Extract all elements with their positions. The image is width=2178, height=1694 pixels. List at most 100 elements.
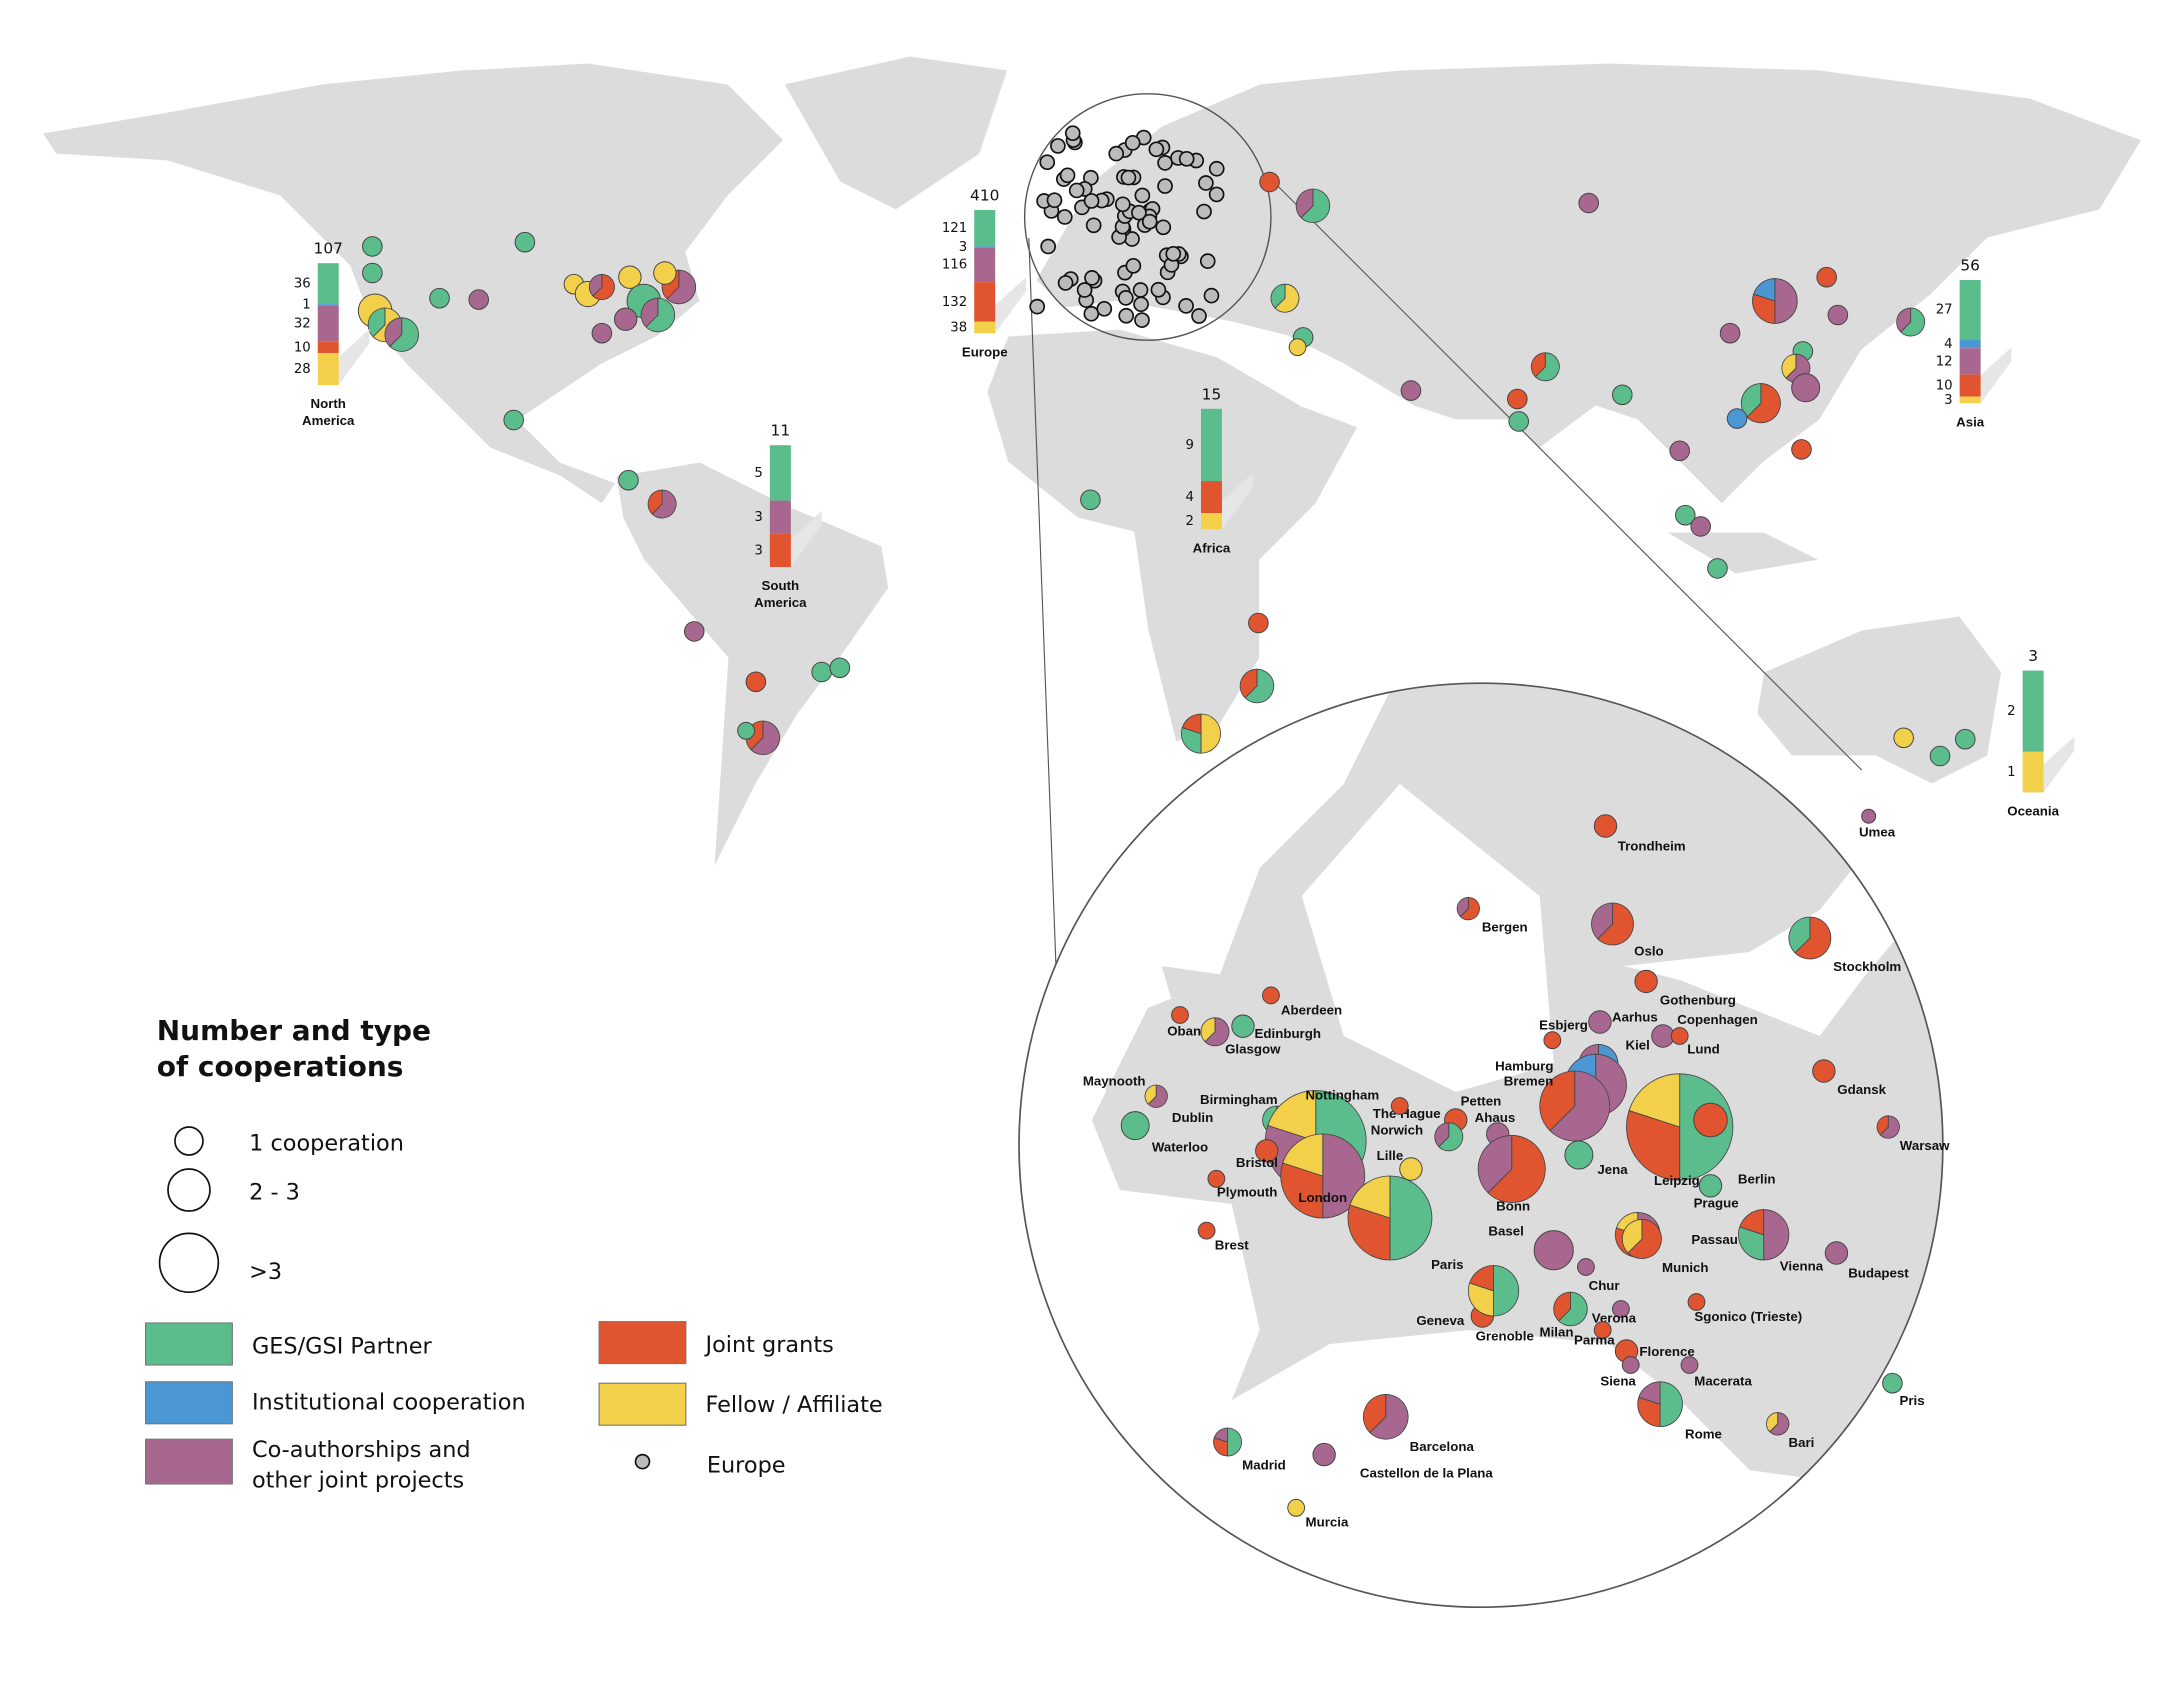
segment-label: 10	[294, 340, 311, 355]
world-pie	[1400, 380, 1422, 401]
world-pie	[1578, 192, 1599, 214]
city-pie	[1794, 916, 1832, 960]
city-label: Kiel	[1626, 1037, 1650, 1052]
bar-segment	[317, 263, 339, 305]
city-pie	[1204, 1017, 1230, 1047]
europe-dot	[1046, 192, 1063, 209]
world-pie	[1896, 307, 1912, 333]
city-pie	[1213, 1427, 1228, 1443]
city-label: Trondheim	[1618, 839, 1686, 854]
world-pie	[1507, 388, 1528, 410]
city-pie	[1593, 1321, 1612, 1339]
world-pie	[384, 317, 403, 348]
legend-swatch	[598, 1382, 687, 1426]
world-pie	[1300, 188, 1331, 224]
region-total: 3	[2028, 647, 2038, 665]
city-label: Gothenburg	[1660, 993, 1736, 1008]
europe-dot	[1050, 138, 1066, 154]
world-pie	[1753, 278, 1776, 302]
legend-title: Number and type	[157, 1014, 431, 1047]
europe-dot	[1178, 298, 1194, 314]
city-pie	[1763, 1209, 1790, 1261]
world-pie	[1239, 668, 1258, 699]
city-pie	[1459, 896, 1480, 921]
region-name: Africa	[1193, 540, 1231, 555]
legend-swatch	[145, 1322, 233, 1366]
city-pie	[1399, 1157, 1423, 1181]
city-pie	[1171, 1006, 1189, 1024]
world-pie	[362, 262, 383, 284]
region-name: Asia	[1956, 414, 1985, 429]
city-pie	[1693, 1102, 1728, 1138]
city-pie	[1487, 1134, 1546, 1203]
world-pie	[1816, 266, 1837, 288]
city-pie	[1120, 1111, 1150, 1141]
city-label: Madrid	[1242, 1457, 1286, 1472]
city-pie	[1766, 1412, 1779, 1433]
legend-label: Europe	[707, 1452, 786, 1478]
world-pie	[1180, 727, 1202, 754]
region-name: America	[302, 413, 355, 428]
city-pie	[1879, 1115, 1900, 1139]
europe-dot	[1208, 186, 1225, 203]
city-pie	[1788, 916, 1811, 954]
world-pie	[1534, 352, 1560, 382]
europe-dot	[1040, 238, 1057, 255]
bar-shadow	[790, 511, 822, 567]
city-label: Stockholm	[1833, 959, 1901, 974]
city-label: Chur	[1589, 1278, 1620, 1293]
europe-dot	[1083, 193, 1100, 209]
world-pie	[1274, 283, 1300, 313]
europe-dot	[1108, 145, 1125, 162]
city-pie	[1539, 1070, 1576, 1132]
europe-dot	[1117, 290, 1134, 306]
city-label: Berlin	[1738, 1172, 1776, 1187]
segment-label: 12	[1936, 354, 1953, 369]
europe-dot	[1084, 270, 1100, 286]
city-label: Gdansk	[1837, 1082, 1886, 1097]
world-pie	[1248, 612, 1269, 634]
world-pie	[1791, 373, 1821, 403]
segment-label: 3	[754, 543, 762, 558]
europe-dot	[1057, 275, 1074, 291]
city-pie	[1543, 1031, 1562, 1050]
bar-segment	[974, 282, 996, 322]
region-name: South	[762, 578, 800, 593]
bar-segment	[974, 210, 996, 247]
europe-dot	[1157, 155, 1173, 171]
world-pie	[1726, 408, 1748, 429]
segment-label: 3	[1944, 393, 1952, 408]
world-pie	[1669, 440, 1690, 462]
world-pie	[1791, 439, 1812, 460]
bar-segment	[769, 533, 791, 567]
city-pie	[1207, 1169, 1226, 1188]
world-pie	[1954, 728, 1976, 750]
world-pie	[1270, 283, 1286, 309]
bar-segment	[317, 341, 339, 354]
city-label: Dublin	[1172, 1110, 1213, 1125]
world-pie	[647, 489, 663, 515]
city-label: Basel	[1488, 1224, 1523, 1239]
legend-label: GES/GSI Partner	[252, 1333, 433, 1359]
europe-dot	[1148, 141, 1165, 158]
world-pie	[1827, 304, 1849, 326]
city-pie	[1477, 1134, 1513, 1194]
city-label: Parma	[1574, 1333, 1615, 1348]
size-label: 2 - 3	[249, 1179, 300, 1205]
europe-zoom	[1019, 683, 1943, 1608]
city-label: Macerata	[1694, 1373, 1752, 1388]
world-pie	[468, 289, 490, 310]
europe-dot	[1124, 134, 1141, 151]
city-pie	[1255, 1139, 1279, 1163]
segment-label: 116	[942, 258, 967, 273]
world-pie	[1929, 745, 1951, 767]
city-pie	[1493, 1265, 1520, 1317]
city-label: Glasgow	[1225, 1042, 1281, 1057]
bar-segment	[974, 321, 996, 334]
size-circle	[158, 1232, 220, 1294]
world-pie	[1719, 322, 1741, 344]
size-label: 1 cooperation	[249, 1130, 404, 1156]
city-pie	[1769, 1412, 1790, 1436]
city-pie	[1262, 1105, 1277, 1131]
europe-dot	[1191, 308, 1207, 324]
